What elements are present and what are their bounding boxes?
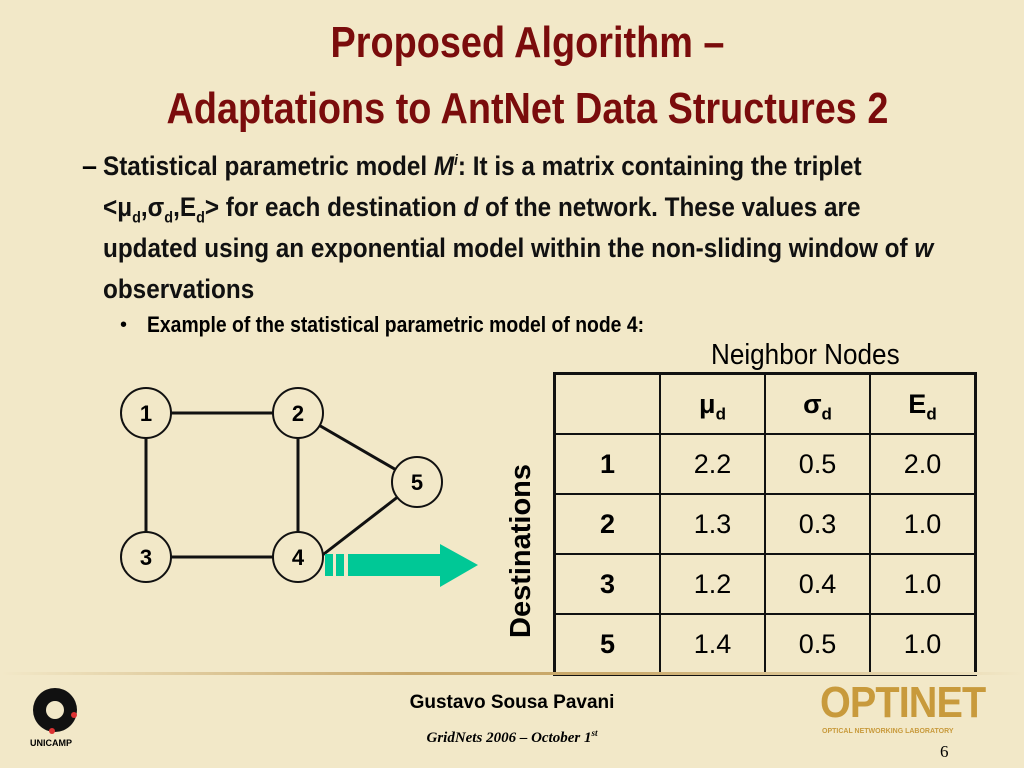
destinations-label: Destinations (505, 463, 537, 638)
event: GridNets 2006 – October 1st (426, 728, 598, 746)
node-5 (391, 456, 443, 508)
header-sigma: σd (764, 372, 871, 435)
node-label: 2 (292, 401, 304, 426)
table-row: 3 1.2 0.4 1.0 (553, 553, 977, 615)
bullet-icon: • (120, 314, 128, 336)
unicamp-logo-text: UNICAMP (30, 738, 72, 748)
node-1 (120, 387, 172, 439)
table-header-row: μd σd Ed (553, 372, 977, 435)
unicamp-logo-icon (33, 688, 77, 734)
sub-bullet-text: Example of the statistical parametric mo… (147, 312, 645, 337)
node-label: 3 (140, 545, 152, 570)
table-row: 2 1.3 0.3 1.0 (553, 493, 977, 555)
node-label: 5 (411, 470, 423, 495)
optinet-subtitle: OPTICAL NETWORKING LABORATORY (822, 728, 954, 735)
author: Gustavo Sousa Pavani (409, 692, 615, 713)
header-e: Ed (869, 372, 977, 435)
page-number: 6 (940, 742, 949, 761)
header-mu: μd (659, 372, 766, 435)
body-paragraph: Statistical parametric model Mi: It is a… (103, 151, 934, 304)
optinet-logo: OPTINET (820, 678, 986, 727)
node-label: 4 (292, 545, 305, 570)
dash-bullet: – (82, 151, 98, 181)
node-2 (272, 387, 324, 439)
node-label: 1 (140, 401, 152, 426)
arrow-icon (325, 544, 478, 587)
node-4 (272, 531, 324, 583)
title-line-2: Adaptations to AntNet Data Structures 2 (166, 84, 889, 133)
neighbor-nodes-label: Neighbor Nodes (711, 339, 900, 371)
title-line-1: Proposed Algorithm – (330, 18, 725, 67)
node-3 (120, 531, 172, 583)
table-row: 5 1.4 0.5 1.0 (553, 613, 977, 676)
table-row: 1 2.2 0.5 2.0 (553, 433, 977, 495)
footer-divider (0, 672, 1024, 675)
statistics-table: μd σd Ed 1 2.2 0.5 2.0 2 1.3 0.3 1.0 3 1.2 0.4 1.… (553, 372, 977, 676)
